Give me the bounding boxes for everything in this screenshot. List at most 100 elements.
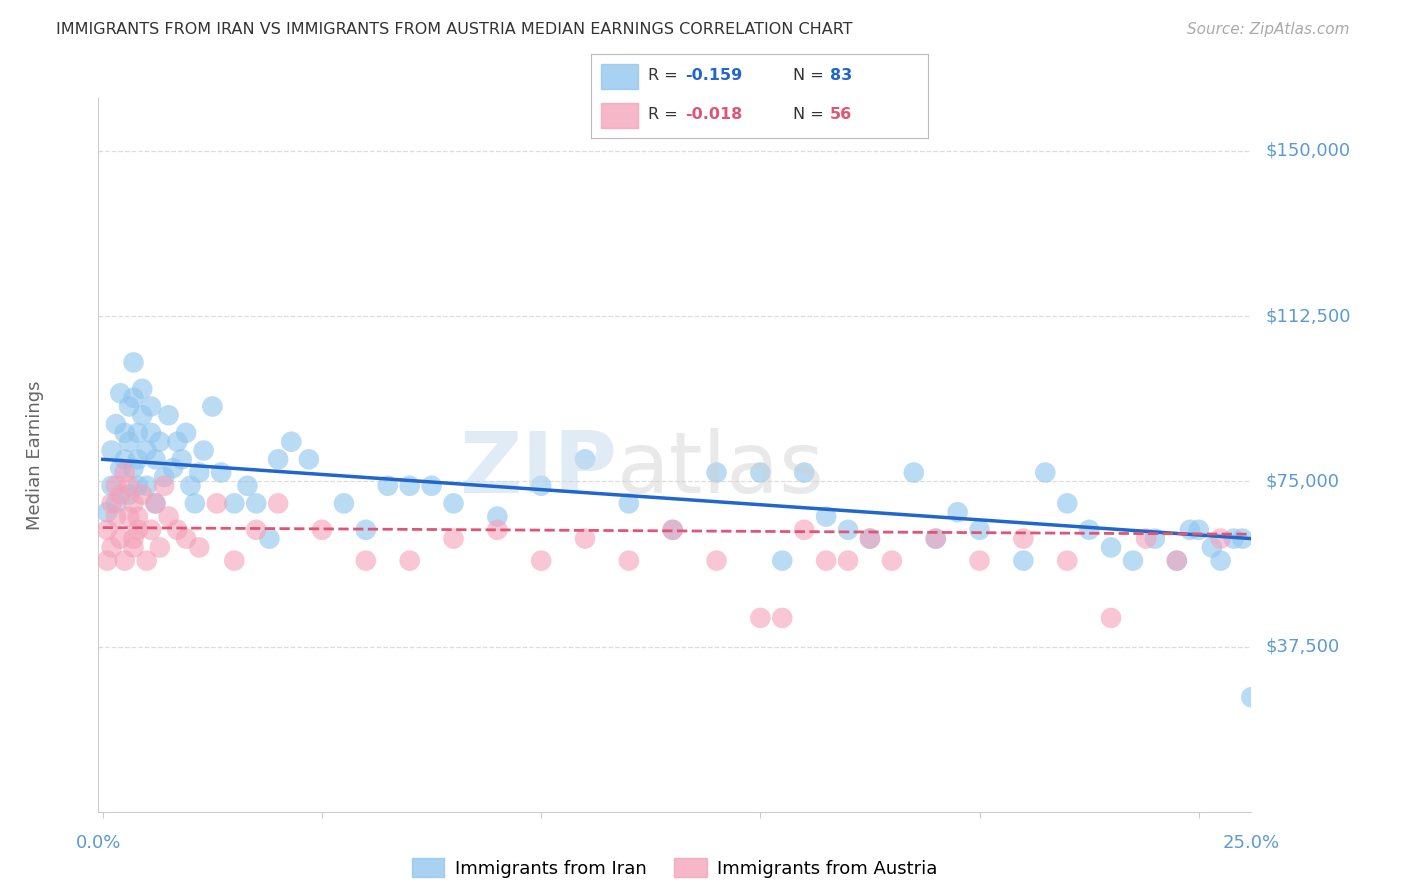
Point: [661, 523, 683, 537]
Point: [1166, 554, 1188, 568]
Point: [1012, 532, 1035, 546]
Point: [110, 461, 132, 475]
Text: -0.018: -0.018: [685, 107, 742, 122]
Point: [139, 425, 162, 440]
Point: [135, 443, 157, 458]
Point: [420, 479, 443, 493]
Point: [149, 434, 172, 449]
Point: [530, 554, 553, 568]
Point: [114, 554, 136, 568]
Point: [201, 400, 224, 414]
Text: 83: 83: [830, 68, 852, 83]
Point: [280, 434, 302, 449]
Bar: [600, 63, 638, 89]
Text: 0.0%: 0.0%: [76, 834, 121, 852]
Text: R =: R =: [648, 68, 683, 83]
Point: [145, 496, 167, 510]
Text: 56: 56: [830, 107, 852, 122]
Point: [815, 554, 838, 568]
Point: [245, 496, 267, 510]
Point: [617, 496, 640, 510]
Point: [209, 466, 232, 480]
Point: [127, 523, 149, 537]
Point: [267, 496, 290, 510]
Point: [770, 554, 793, 568]
Point: [354, 523, 377, 537]
Point: [162, 461, 184, 475]
Point: [127, 425, 149, 440]
Point: [1240, 690, 1263, 705]
Point: [122, 532, 145, 546]
Point: [1078, 523, 1101, 537]
Point: [122, 496, 145, 510]
Point: [104, 509, 127, 524]
Point: [110, 487, 132, 501]
Point: [245, 523, 267, 537]
Text: $37,500: $37,500: [1265, 638, 1340, 656]
Point: [398, 554, 420, 568]
Point: [104, 479, 127, 493]
Point: [149, 541, 172, 555]
Point: [114, 466, 136, 480]
Point: [574, 532, 596, 546]
Point: [1166, 554, 1188, 568]
Point: [398, 479, 420, 493]
Point: [153, 470, 176, 484]
Text: IMMIGRANTS FROM IRAN VS IMMIGRANTS FROM AUSTRIA MEDIAN EARNINGS CORRELATION CHAR: IMMIGRANTS FROM IRAN VS IMMIGRANTS FROM …: [56, 22, 853, 37]
Text: $75,000: $75,000: [1265, 473, 1340, 491]
Point: [969, 523, 991, 537]
Point: [170, 452, 193, 467]
Text: N =: N =: [793, 107, 830, 122]
Point: [1056, 554, 1078, 568]
Text: Median Earnings: Median Earnings: [27, 380, 44, 530]
Point: [193, 443, 215, 458]
Point: [749, 466, 772, 480]
Point: [157, 409, 180, 423]
Point: [179, 479, 201, 493]
Legend: Immigrants from Iran, Immigrants from Austria: Immigrants from Iran, Immigrants from Au…: [405, 850, 945, 885]
Point: [205, 496, 228, 510]
Point: [749, 611, 772, 625]
Point: [859, 532, 882, 546]
Point: [127, 479, 149, 493]
Point: [486, 523, 509, 537]
Point: [166, 523, 188, 537]
Point: [267, 452, 290, 467]
Point: [184, 496, 207, 510]
Point: [530, 479, 553, 493]
Point: [118, 400, 141, 414]
Point: [139, 523, 162, 537]
Point: [1232, 532, 1254, 546]
Point: [574, 452, 596, 467]
Point: [1209, 532, 1232, 546]
Point: [298, 452, 321, 467]
Point: [236, 479, 259, 493]
Point: [145, 496, 167, 510]
Point: [259, 532, 281, 546]
Point: [1178, 523, 1201, 537]
Point: [174, 532, 197, 546]
Point: [110, 532, 132, 546]
Point: [617, 554, 640, 568]
Point: [1099, 541, 1122, 555]
Point: [1135, 532, 1157, 546]
Point: [661, 523, 683, 537]
Point: [354, 554, 377, 568]
Point: [333, 496, 356, 510]
Point: [96, 523, 118, 537]
Point: [153, 479, 176, 493]
Point: [157, 509, 180, 524]
Text: $112,500: $112,500: [1265, 307, 1351, 326]
Point: [96, 505, 118, 519]
Point: [145, 452, 167, 467]
Point: [122, 461, 145, 475]
Point: [131, 409, 153, 423]
Text: N =: N =: [793, 68, 830, 83]
Point: [815, 509, 838, 524]
Point: [100, 496, 122, 510]
Point: [311, 523, 333, 537]
Text: 25.0%: 25.0%: [1223, 834, 1279, 852]
Point: [131, 382, 153, 396]
Point: [837, 523, 859, 537]
Point: [925, 532, 948, 546]
